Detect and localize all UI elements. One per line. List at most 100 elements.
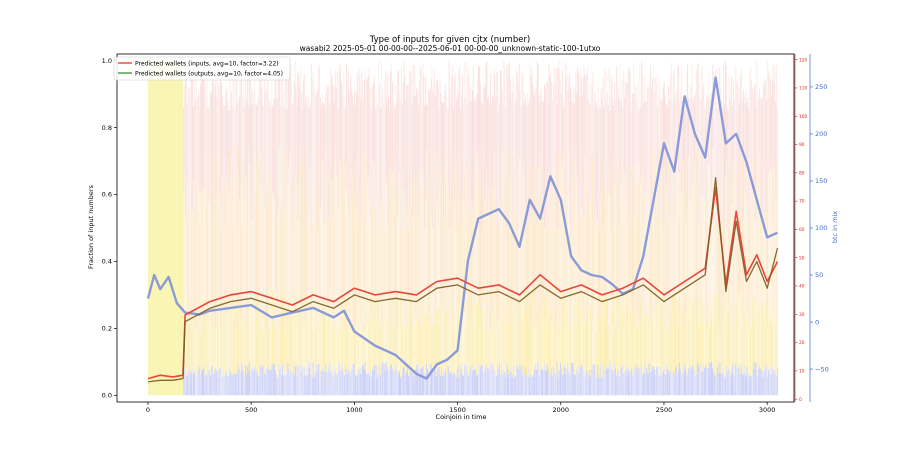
stack-column bbox=[294, 366, 296, 396]
stack-column bbox=[543, 102, 545, 214]
stack-column bbox=[325, 297, 327, 364]
stack-column bbox=[533, 162, 535, 299]
stack-column bbox=[300, 93, 302, 224]
stack-column bbox=[505, 377, 507, 396]
stack-column bbox=[381, 196, 383, 327]
stack-column bbox=[754, 322, 756, 370]
stack-column bbox=[714, 293, 716, 376]
stack-column bbox=[633, 368, 635, 396]
stack-column bbox=[633, 93, 635, 216]
stack-column bbox=[230, 91, 232, 156]
stack-column bbox=[595, 103, 597, 205]
stack-column bbox=[615, 376, 617, 396]
stack-column bbox=[751, 87, 753, 158]
stack-column bbox=[561, 159, 563, 302]
stack-column bbox=[242, 315, 244, 371]
stack-column bbox=[734, 305, 736, 364]
stack-column bbox=[292, 327, 294, 363]
stack-column bbox=[263, 148, 265, 312]
stack-column bbox=[372, 326, 374, 371]
stack-column bbox=[203, 299, 205, 368]
stack-column bbox=[434, 325, 436, 368]
stack-column bbox=[584, 74, 586, 157]
stack-column bbox=[627, 197, 629, 308]
stack-column bbox=[620, 101, 622, 183]
stack-column bbox=[185, 77, 187, 195]
stack-column bbox=[520, 106, 522, 157]
stack-column bbox=[466, 370, 468, 396]
stack-column bbox=[387, 75, 389, 195]
stack-column bbox=[622, 205, 624, 303]
stack-column bbox=[272, 193, 274, 291]
stack-column bbox=[492, 195, 494, 324]
stack-column bbox=[496, 375, 498, 396]
stack-column bbox=[202, 62, 204, 193]
stack-column bbox=[725, 157, 727, 294]
stack-column bbox=[513, 169, 515, 332]
stack-column bbox=[462, 104, 464, 198]
stack-column bbox=[311, 224, 313, 297]
stack-column bbox=[549, 75, 551, 179]
stack-column bbox=[183, 106, 185, 193]
stack-column bbox=[322, 161, 324, 297]
stack-column bbox=[209, 292, 211, 371]
stack-column bbox=[210, 184, 212, 295]
stack-column bbox=[555, 372, 557, 396]
stack-column bbox=[339, 63, 341, 159]
stack-column bbox=[704, 315, 706, 369]
stack-column bbox=[773, 373, 775, 396]
stack-column bbox=[210, 93, 212, 185]
stack-column bbox=[385, 184, 387, 303]
stack-column bbox=[343, 71, 345, 174]
stack-column bbox=[687, 297, 689, 369]
stack-column bbox=[382, 102, 384, 196]
stack-column bbox=[689, 195, 691, 294]
stack-column bbox=[538, 94, 540, 204]
stack-column bbox=[749, 291, 751, 376]
stack-column bbox=[572, 86, 574, 194]
stack-column bbox=[696, 62, 698, 172]
stack-column bbox=[526, 313, 528, 378]
stack-column bbox=[268, 101, 270, 212]
stack-column bbox=[755, 323, 757, 363]
stack-column bbox=[689, 293, 691, 368]
stack-column bbox=[259, 364, 261, 396]
stack-column bbox=[742, 374, 744, 396]
stack-column bbox=[248, 320, 250, 363]
stack-column bbox=[319, 97, 321, 209]
stack-column bbox=[417, 329, 419, 370]
stack-column bbox=[731, 373, 733, 396]
stack-column bbox=[582, 230, 584, 293]
stack-column bbox=[239, 318, 241, 363]
stack-column bbox=[460, 363, 462, 396]
stack-column bbox=[424, 373, 426, 396]
stack-column bbox=[195, 184, 197, 329]
stack-column bbox=[206, 322, 208, 375]
stack-column bbox=[192, 373, 194, 396]
stack-column bbox=[278, 146, 280, 303]
stack-column bbox=[381, 90, 383, 197]
stack-column bbox=[227, 313, 229, 377]
stack-column bbox=[762, 292, 764, 378]
stack-column bbox=[488, 189, 490, 332]
stack-column bbox=[731, 303, 733, 374]
stack-column bbox=[289, 152, 291, 298]
stack-column bbox=[643, 316, 645, 374]
legend-label-inputs: Predicted wallets (inputs, avg=10, facto… bbox=[135, 61, 279, 68]
stack-column bbox=[678, 172, 680, 303]
stack-column bbox=[613, 106, 615, 155]
stack-column bbox=[282, 375, 284, 396]
stack-column bbox=[462, 325, 464, 376]
stack-column bbox=[279, 321, 281, 370]
stack-column bbox=[503, 60, 505, 155]
stack-column bbox=[274, 307, 276, 371]
stack-column bbox=[565, 77, 567, 223]
stack-column bbox=[581, 312, 583, 365]
stack-column bbox=[707, 304, 709, 369]
stack-column bbox=[688, 318, 690, 366]
stack-column bbox=[367, 77, 369, 173]
stack-column bbox=[667, 223, 669, 294]
stack-column bbox=[301, 109, 303, 162]
stack-column bbox=[753, 86, 755, 190]
stack-column bbox=[356, 73, 358, 151]
